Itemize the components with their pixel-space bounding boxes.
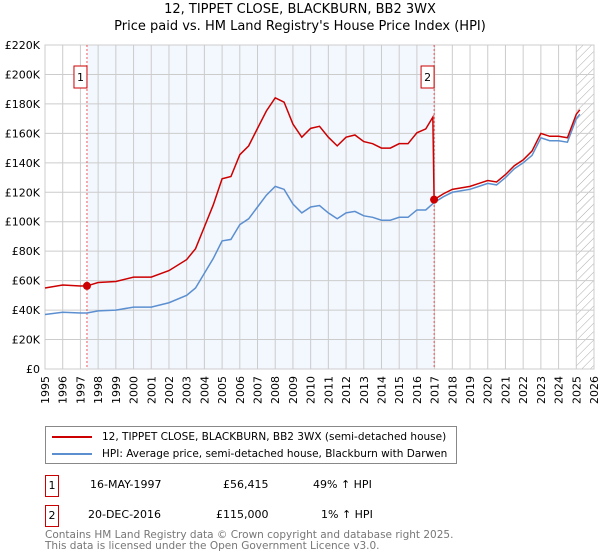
y-tick-label: £140K (5, 157, 41, 170)
transaction-row: 1 16-MAY-1997 £56,415 49% ↑ HPI (45, 475, 465, 497)
x-tick-label: 2019 (464, 376, 477, 404)
x-tick-label: 2011 (322, 376, 335, 404)
transaction-hpi: 1% ↑ HPI (321, 508, 373, 521)
transaction-date: 16-MAY-1997 (90, 478, 162, 491)
x-tick-label: 2025 (570, 376, 583, 404)
x-tick-label: 2005 (216, 376, 229, 404)
chart-subtitle: Price paid vs. HM Land Registry's House … (114, 19, 486, 34)
y-tick-label: £160K (5, 127, 41, 140)
x-tick-label: 2012 (340, 376, 353, 404)
line-chart: 1995 1996 1997 1998 1999 2000 2001 2002 2003 2004… (5, 39, 600, 404)
legend-label: HPI: Average price, semi-detached house,… (102, 448, 448, 460)
x-tick-label: 2002 (163, 376, 176, 404)
x-tick-label: 2009 (287, 376, 300, 404)
x-tick-label: 2013 (358, 376, 371, 404)
series-line (44, 96, 581, 289)
sale-point (82, 281, 91, 290)
x-tick-label: 2024 (553, 376, 566, 404)
x-tick-label: 1998 (92, 376, 105, 404)
x-tick-label: 2015 (393, 376, 406, 404)
transaction-badge: 1 (45, 475, 59, 497)
legend: 12, TIPPET CLOSE, BLACKBURN, BB2 3WX (se… (45, 426, 457, 464)
legend-item-property: 12, TIPPET CLOSE, BLACKBURN, BB2 3WX (se… (52, 429, 446, 445)
x-tick-label: 2020 (482, 376, 495, 404)
y-tick-label: £220K (5, 39, 41, 52)
x-tick-label: 2018 (446, 376, 459, 404)
y-tick-label: £0 (26, 363, 40, 376)
ownership-shading (86, 45, 435, 369)
y-tick-label: £120K (5, 186, 41, 199)
footer-copyright: Contains HM Land Registry data © Crown c… (45, 529, 454, 541)
chart-title: 12, TIPPET CLOSE, BLACKBURN, BB2 3WX (164, 2, 436, 17)
x-tick-label: 2022 (517, 376, 530, 404)
x-tick-label: 2001 (145, 376, 158, 404)
x-tick-label: 2016 (411, 376, 424, 404)
x-tick-label: 2023 (535, 376, 548, 404)
y-tick-label: £60K (12, 275, 41, 288)
x-tick-label: 2007 (252, 376, 265, 404)
transaction-row: 2 20-DEC-2016 £115,000 1% ↑ HPI (45, 505, 465, 527)
transaction-price: £115,000 (216, 508, 269, 521)
footer: Contains HM Land Registry data © Crown c… (45, 530, 453, 552)
transaction-hpi: 49% ↑ HPI (313, 478, 372, 491)
y-tick-label: £100K (5, 216, 41, 229)
x-tick-label: 2004 (198, 376, 211, 404)
annotation-box (420, 65, 435, 89)
x-tick-label: 1999 (110, 376, 123, 404)
x-tick-label: 2010 (305, 376, 318, 404)
y-tick-label: £180K (5, 98, 41, 111)
annotation-label: 2 (424, 71, 431, 84)
series-line (44, 113, 581, 316)
x-tick-label: 2026 (588, 376, 600, 404)
x-tick-label: 2017 (429, 376, 442, 404)
y-tick-label: £40K (12, 304, 41, 317)
legend-item-hpi: HPI: Average price, semi-detached house,… (52, 446, 447, 462)
annotation-label: 1 (77, 71, 84, 84)
legend-label: 12, TIPPET CLOSE, BLACKBURN, BB2 3WX (se… (102, 431, 447, 443)
y-tick-label: £200K (5, 68, 41, 81)
annotation-box (73, 65, 88, 89)
x-tick-label: 1995 (39, 376, 52, 404)
plot-border (44, 44, 595, 370)
x-tick-label: 1997 (74, 376, 87, 404)
x-tick-label: 2003 (181, 376, 194, 404)
footer-licence: This data is licensed under the Open Gov… (45, 540, 380, 552)
x-tick-label: 2014 (375, 376, 388, 404)
transaction-badge: 2 (45, 505, 59, 527)
x-tick-label: 2000 (128, 376, 141, 404)
y-tick-label: £80K (12, 245, 41, 258)
x-tick-label: 1996 (57, 376, 70, 404)
x-tick-label: 2006 (234, 376, 247, 404)
transaction-price: £56,415 (223, 478, 269, 491)
forecast-hatch (576, 45, 594, 369)
transaction-date: 20-DEC-2016 (88, 508, 162, 521)
y-tick-label: £20K (12, 334, 41, 347)
x-tick-label: 2008 (269, 376, 282, 404)
sale-point (430, 195, 439, 204)
x-tick-label: 2021 (499, 376, 512, 404)
